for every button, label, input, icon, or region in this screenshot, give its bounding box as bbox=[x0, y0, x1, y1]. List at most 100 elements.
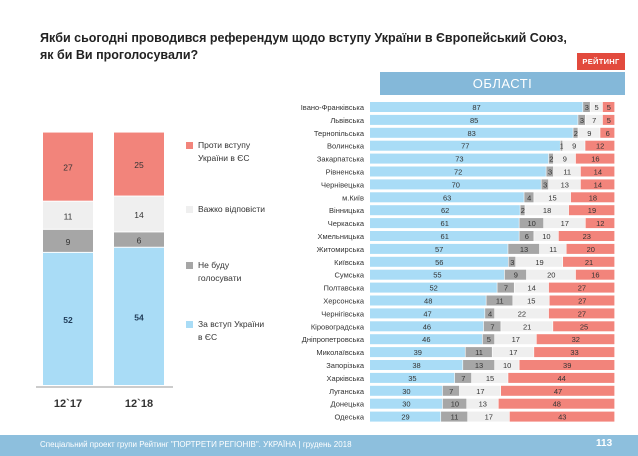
bar-value-not-vote-21: 7 bbox=[461, 374, 465, 383]
bar-seg-not-vote-11 bbox=[508, 243, 540, 254]
bar-value-hard-to-say-2: 9 bbox=[587, 129, 591, 138]
bar-value-not-vote-2: 2 bbox=[574, 129, 578, 138]
bar-seg-against-18 bbox=[536, 334, 615, 345]
region-label-7: м.Київ bbox=[342, 193, 364, 202]
bar-seg-for-17 bbox=[370, 321, 484, 332]
bar-value-against-20: 39 bbox=[563, 361, 571, 370]
bar-seg-not-vote-8 bbox=[520, 205, 525, 216]
region-label-24: Одеська bbox=[335, 413, 365, 422]
col-seg-against-0 bbox=[43, 132, 93, 201]
bar-seg-against-17 bbox=[553, 321, 615, 332]
legend-label-not-vote-1: голосувати bbox=[198, 273, 242, 283]
bar-value-against-21: 44 bbox=[557, 374, 565, 383]
bar-seg-against-23 bbox=[498, 398, 615, 409]
legend-swatch-against bbox=[186, 142, 193, 149]
bar-seg-for-23 bbox=[370, 398, 443, 409]
legend-label-for-0: За вступ України bbox=[198, 319, 264, 329]
bar-value-not-vote-18: 5 bbox=[487, 335, 491, 344]
bar-value-against-18: 32 bbox=[572, 335, 580, 344]
bar-seg-not-vote-15 bbox=[486, 295, 513, 306]
bar-value-not-vote-13: 9 bbox=[514, 271, 518, 280]
legend-label-not-vote-0: Не буду bbox=[198, 260, 230, 270]
bar-seg-hard-to-say-3 bbox=[563, 140, 585, 151]
bar-value-not-vote-12: 3 bbox=[510, 258, 514, 267]
bar-seg-not-vote-13 bbox=[504, 269, 527, 280]
bar-seg-not-vote-10 bbox=[519, 231, 534, 241]
bar-seg-for-21 bbox=[370, 372, 455, 383]
bar-seg-not-vote-24 bbox=[441, 411, 468, 422]
bar-value-not-vote-4: 2 bbox=[549, 155, 553, 164]
bar-seg-not-vote-5 bbox=[546, 166, 554, 177]
bar-seg-for-18 bbox=[370, 334, 483, 345]
bar-value-hard-to-say-19: 17 bbox=[509, 348, 517, 357]
bar-seg-against-19 bbox=[534, 347, 615, 358]
legend-label-against-0: Проти вступу bbox=[198, 140, 251, 150]
bar-seg-not-vote-17 bbox=[483, 321, 501, 332]
col-seg-against-1 bbox=[114, 132, 164, 196]
bar-seg-for-8 bbox=[370, 205, 520, 216]
bar-seg-hard-to-say-14 bbox=[514, 282, 549, 293]
bar-seg-not-vote-18 bbox=[482, 334, 495, 345]
bar-value-not-vote-1: 3 bbox=[580, 116, 584, 125]
bar-value-hard-to-say-11: 11 bbox=[549, 245, 557, 254]
bar-value-hard-to-say-0: 5 bbox=[595, 103, 599, 112]
legend-label-for-1: в ЄС bbox=[198, 332, 217, 342]
bar-value-against-1: 5 bbox=[607, 116, 611, 125]
bar-seg-not-vote-4 bbox=[548, 153, 554, 164]
bar-value-not-vote-6: 3 bbox=[543, 180, 547, 189]
bar-seg-hard-to-say-24 bbox=[468, 411, 510, 422]
region-label-16: Чернігівська bbox=[321, 309, 365, 318]
bar-seg-hard-to-say-1 bbox=[585, 114, 603, 125]
bar-seg-hard-to-say-20 bbox=[494, 360, 519, 370]
region-label-4: Закарпатська bbox=[317, 155, 365, 164]
bar-value-against-17: 25 bbox=[580, 322, 588, 331]
bar-seg-for-4 bbox=[370, 153, 549, 164]
chart-title: Якби сьогодні проводився референдум щодо… bbox=[40, 30, 580, 64]
bar-value-against-3: 12 bbox=[596, 142, 604, 151]
bar-seg-hard-to-say-23 bbox=[467, 398, 498, 409]
bar-value-not-vote-15: 11 bbox=[496, 297, 504, 306]
region-label-15: Херсонська bbox=[323, 297, 365, 306]
bar-value-hard-to-say-5: 11 bbox=[563, 168, 571, 177]
legend-swatch-not-vote bbox=[186, 262, 193, 269]
bar-seg-for-16 bbox=[370, 308, 485, 319]
x-tick-label-0: 12`17 bbox=[54, 398, 82, 410]
bar-value-hard-to-say-21: 15 bbox=[486, 374, 494, 383]
bar-value-for-12: 56 bbox=[435, 258, 443, 267]
bar-seg-not-vote-23 bbox=[442, 398, 467, 409]
bar-value-for-3: 77 bbox=[461, 142, 469, 151]
bar-value-for-18: 46 bbox=[422, 335, 430, 344]
bar-value-for-4: 73 bbox=[455, 155, 463, 164]
bar-seg-for-1 bbox=[370, 114, 578, 125]
bar-value-for-1: 85 bbox=[470, 116, 478, 125]
bar-value-against-8: 19 bbox=[588, 206, 596, 215]
title-line-1: Якби сьогодні проводився референдум щодо… bbox=[40, 31, 567, 45]
x-tick-label-1: 12`18 bbox=[125, 398, 153, 410]
bar-seg-against-24 bbox=[509, 411, 615, 422]
region-label-0: Івано-Франківська bbox=[301, 103, 365, 112]
bar-value-for-14: 52 bbox=[430, 284, 438, 293]
col-value-against-1: 25 bbox=[134, 160, 144, 170]
region-label-5: Рівненська bbox=[326, 168, 365, 177]
bar-seg-not-vote-21 bbox=[454, 372, 472, 383]
region-label-3: Волинська bbox=[327, 142, 365, 151]
bar-seg-for-9 bbox=[370, 218, 519, 229]
bar-seg-against-4 bbox=[575, 153, 615, 164]
bar-value-hard-to-say-22: 17 bbox=[476, 387, 484, 396]
bar-seg-not-vote-1 bbox=[578, 114, 585, 125]
bar-seg-for-3 bbox=[370, 140, 560, 151]
bar-value-for-10: 61 bbox=[441, 232, 449, 241]
bar-seg-for-7 bbox=[370, 192, 524, 203]
bar-value-against-13: 16 bbox=[591, 271, 599, 280]
bar-seg-hard-to-say-19 bbox=[492, 347, 534, 358]
bar-seg-hard-to-say-2 bbox=[578, 127, 600, 138]
bar-value-hard-to-say-17: 21 bbox=[523, 322, 531, 331]
bar-seg-not-vote-2 bbox=[573, 127, 578, 138]
bar-seg-hard-to-say-15 bbox=[513, 295, 549, 306]
bar-seg-against-11 bbox=[566, 243, 615, 254]
bar-value-hard-to-say-23: 13 bbox=[479, 400, 487, 409]
bar-value-for-15: 48 bbox=[424, 297, 432, 306]
bar-value-not-vote-17: 7 bbox=[490, 322, 494, 331]
region-label-9: Черкаська bbox=[328, 219, 365, 228]
region-label-22: Луганська bbox=[329, 387, 365, 396]
